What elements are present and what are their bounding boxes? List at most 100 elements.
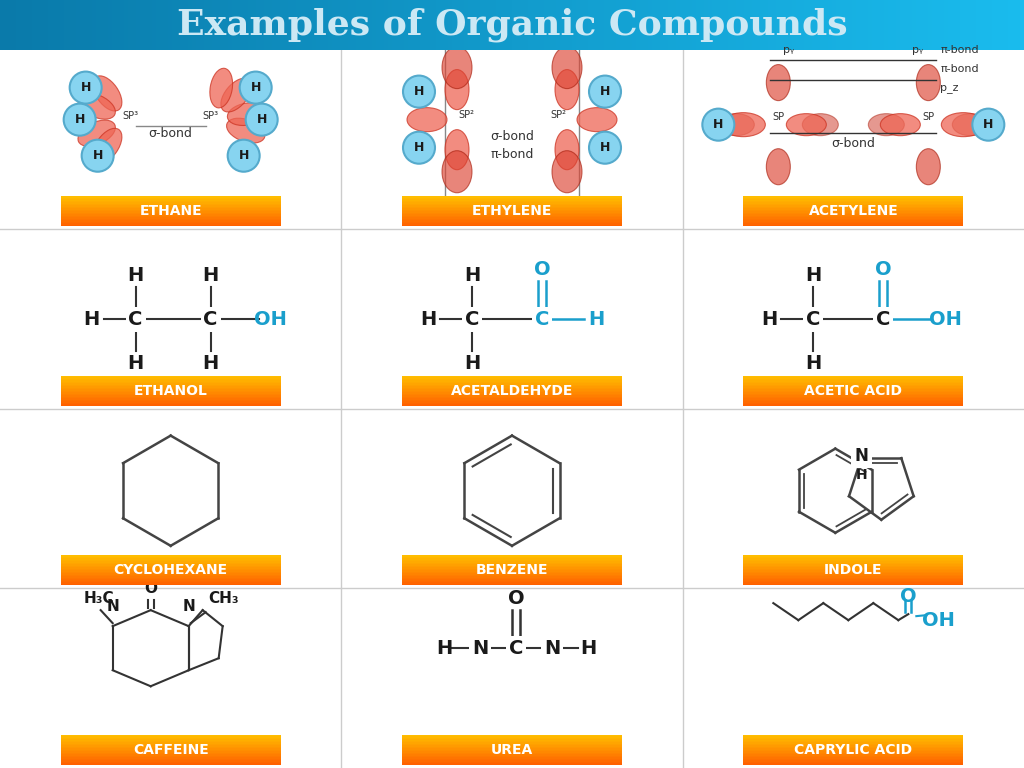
FancyBboxPatch shape <box>743 220 964 222</box>
FancyBboxPatch shape <box>743 225 964 227</box>
FancyBboxPatch shape <box>402 577 622 578</box>
Ellipse shape <box>766 149 791 185</box>
FancyBboxPatch shape <box>743 747 964 749</box>
Circle shape <box>70 71 101 104</box>
FancyBboxPatch shape <box>743 402 964 403</box>
FancyBboxPatch shape <box>402 220 622 222</box>
FancyBboxPatch shape <box>60 225 281 227</box>
FancyBboxPatch shape <box>743 753 964 754</box>
FancyBboxPatch shape <box>60 561 281 563</box>
FancyBboxPatch shape <box>60 569 281 571</box>
FancyBboxPatch shape <box>743 405 964 406</box>
FancyBboxPatch shape <box>60 403 281 405</box>
Ellipse shape <box>803 114 839 136</box>
FancyBboxPatch shape <box>60 200 281 201</box>
FancyBboxPatch shape <box>60 584 281 585</box>
Text: H: H <box>436 639 453 657</box>
FancyBboxPatch shape <box>743 750 964 751</box>
FancyBboxPatch shape <box>743 216 964 217</box>
FancyBboxPatch shape <box>743 394 964 396</box>
Text: pᵧ: pᵧ <box>783 45 795 55</box>
FancyBboxPatch shape <box>743 222 964 223</box>
FancyBboxPatch shape <box>743 383 964 385</box>
FancyBboxPatch shape <box>402 405 622 406</box>
Text: N: N <box>544 639 560 657</box>
FancyBboxPatch shape <box>743 396 964 397</box>
FancyBboxPatch shape <box>402 389 622 391</box>
FancyBboxPatch shape <box>60 399 281 400</box>
Text: N: N <box>854 447 868 465</box>
FancyBboxPatch shape <box>743 572 964 574</box>
FancyBboxPatch shape <box>60 757 281 759</box>
Text: OH: OH <box>929 310 962 329</box>
Text: π-bond: π-bond <box>490 147 534 161</box>
Ellipse shape <box>786 114 826 136</box>
Text: π-bond: π-bond <box>940 45 979 55</box>
Text: H: H <box>128 266 143 285</box>
Text: C: C <box>465 310 479 329</box>
FancyBboxPatch shape <box>743 569 964 571</box>
FancyBboxPatch shape <box>60 400 281 402</box>
FancyBboxPatch shape <box>402 400 622 402</box>
FancyBboxPatch shape <box>60 388 281 389</box>
Circle shape <box>246 104 278 136</box>
FancyBboxPatch shape <box>743 571 964 572</box>
FancyBboxPatch shape <box>743 392 964 394</box>
FancyBboxPatch shape <box>402 741 622 743</box>
FancyBboxPatch shape <box>743 379 964 380</box>
FancyBboxPatch shape <box>60 402 281 403</box>
FancyBboxPatch shape <box>60 753 281 754</box>
FancyBboxPatch shape <box>743 584 964 585</box>
Text: C: C <box>509 639 523 657</box>
FancyBboxPatch shape <box>743 749 964 750</box>
Text: BENZENE: BENZENE <box>476 564 548 578</box>
FancyBboxPatch shape <box>60 204 281 205</box>
FancyBboxPatch shape <box>60 391 281 392</box>
FancyBboxPatch shape <box>402 571 622 572</box>
FancyBboxPatch shape <box>743 200 964 201</box>
FancyBboxPatch shape <box>743 740 964 741</box>
FancyBboxPatch shape <box>60 571 281 572</box>
FancyBboxPatch shape <box>402 580 622 581</box>
FancyBboxPatch shape <box>743 397 964 399</box>
Ellipse shape <box>952 114 988 136</box>
FancyBboxPatch shape <box>60 581 281 582</box>
FancyBboxPatch shape <box>402 379 622 380</box>
FancyBboxPatch shape <box>402 557 622 558</box>
FancyBboxPatch shape <box>402 377 622 379</box>
FancyBboxPatch shape <box>743 213 964 214</box>
Ellipse shape <box>941 113 985 137</box>
Text: SP²: SP² <box>458 110 474 120</box>
FancyBboxPatch shape <box>402 753 622 754</box>
Text: H: H <box>983 118 993 131</box>
FancyBboxPatch shape <box>60 213 281 214</box>
FancyBboxPatch shape <box>743 754 964 756</box>
Ellipse shape <box>78 93 116 119</box>
FancyBboxPatch shape <box>743 741 964 743</box>
FancyBboxPatch shape <box>402 214 622 216</box>
FancyBboxPatch shape <box>402 735 622 737</box>
FancyBboxPatch shape <box>402 383 622 385</box>
FancyBboxPatch shape <box>402 391 622 392</box>
Ellipse shape <box>552 151 582 193</box>
Ellipse shape <box>721 113 765 137</box>
FancyBboxPatch shape <box>402 572 622 574</box>
Text: O: O <box>534 260 550 279</box>
FancyBboxPatch shape <box>60 208 281 210</box>
FancyBboxPatch shape <box>60 740 281 741</box>
Ellipse shape <box>916 65 940 101</box>
FancyBboxPatch shape <box>60 558 281 560</box>
FancyBboxPatch shape <box>743 391 964 392</box>
Text: σ-bond: σ-bond <box>490 130 534 143</box>
Text: INDOLE: INDOLE <box>824 564 883 578</box>
Text: H: H <box>588 310 604 329</box>
FancyBboxPatch shape <box>402 222 622 223</box>
FancyBboxPatch shape <box>60 220 281 222</box>
Text: H: H <box>855 468 867 482</box>
FancyBboxPatch shape <box>60 735 281 737</box>
FancyBboxPatch shape <box>743 743 964 744</box>
FancyBboxPatch shape <box>60 738 281 740</box>
Text: UREA: UREA <box>490 743 534 757</box>
FancyBboxPatch shape <box>60 214 281 216</box>
FancyBboxPatch shape <box>743 746 964 747</box>
